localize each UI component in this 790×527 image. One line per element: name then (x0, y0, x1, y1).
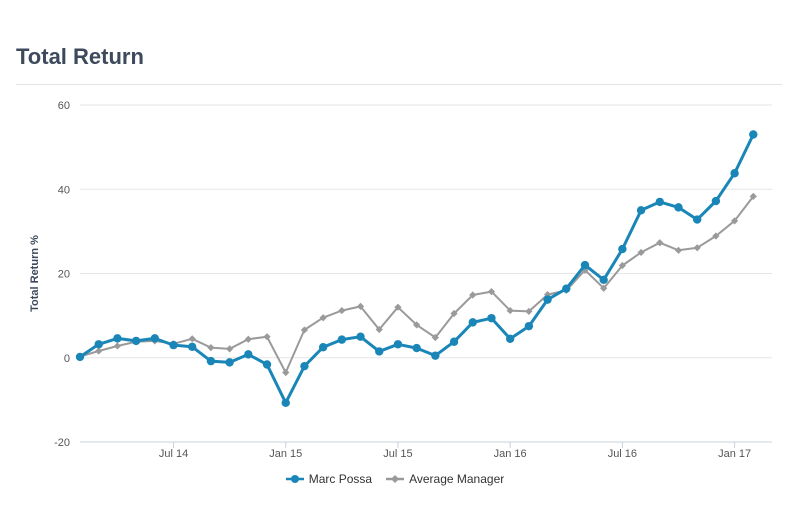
data-point[interactable] (487, 288, 496, 296)
x-tick-label: Jan 16 (494, 448, 527, 460)
data-point[interactable] (413, 321, 421, 329)
data-point[interactable] (282, 368, 290, 377)
data-point[interactable] (113, 342, 122, 350)
series-line-marc-possa (79, 133, 755, 405)
data-point[interactable] (188, 342, 197, 351)
data-point[interactable] (712, 232, 720, 240)
data-point[interactable] (375, 325, 383, 334)
data-point[interactable] (431, 351, 440, 360)
chart-title: Total Return (16, 44, 144, 69)
series-average-manager (76, 192, 757, 377)
data-point[interactable] (262, 360, 272, 369)
data-point[interactable] (730, 169, 739, 178)
data-point[interactable] (169, 340, 178, 350)
data-point[interactable] (524, 321, 534, 331)
data-point[interactable] (693, 244, 701, 252)
data-point[interactable] (543, 295, 552, 304)
data-point[interactable] (600, 284, 608, 292)
data-point[interactable] (131, 336, 141, 346)
data-point[interactable] (244, 350, 253, 359)
y-tick-label: -20 (54, 437, 70, 449)
y-tick-label: 20 (58, 269, 70, 281)
data-point[interactable] (300, 361, 309, 371)
data-point[interactable] (337, 335, 347, 344)
data-point[interactable] (580, 260, 590, 270)
y-axis-title: Total Return % (29, 235, 41, 312)
data-point[interactable] (692, 215, 702, 224)
data-point[interactable] (525, 307, 533, 316)
data-point[interactable] (207, 344, 215, 352)
y-tick-label: 40 (58, 184, 70, 196)
series-marc-possa (75, 130, 758, 408)
y-tick-label: 60 (58, 100, 70, 112)
data-point[interactable] (655, 197, 664, 207)
data-point[interactable] (505, 334, 515, 343)
legend-item[interactable]: Average Manager (386, 472, 504, 486)
data-point[interactable] (618, 261, 626, 270)
x-tick-label: Jan 17 (718, 448, 751, 460)
data-point[interactable] (468, 318, 477, 327)
data-point[interactable] (225, 358, 234, 367)
data-point[interactable] (244, 335, 252, 343)
data-point[interactable] (562, 284, 571, 293)
data-point[interactable] (637, 248, 645, 257)
legend-label: Marc Possa (308, 472, 373, 486)
data-point[interactable] (318, 343, 328, 352)
gridlines (80, 104, 772, 443)
data-point[interactable] (749, 130, 758, 139)
data-point[interactable] (393, 340, 403, 349)
data-point[interactable] (431, 333, 439, 342)
data-point[interactable] (674, 203, 683, 212)
series-group (75, 130, 758, 408)
data-point[interactable] (75, 352, 85, 362)
data-point[interactable] (356, 332, 365, 341)
data-point[interactable] (113, 334, 122, 343)
legend-circle-marker-icon (285, 475, 304, 483)
data-point[interactable] (281, 398, 290, 408)
legend-label: Average Manager (409, 472, 505, 486)
legend-diamond-marker-icon (386, 475, 405, 483)
data-point[interactable] (656, 239, 664, 247)
data-point[interactable] (674, 246, 683, 254)
data-point[interactable] (206, 356, 216, 366)
x-tick-label: Jul 14 (159, 448, 188, 460)
data-point[interactable] (469, 291, 477, 299)
legend-item[interactable]: Marc Possa (285, 472, 373, 486)
y-axis: -20 0 20 40 60 (54, 100, 70, 449)
data-point[interactable] (618, 244, 627, 254)
x-tick-label: Jul 15 (383, 448, 412, 460)
data-point[interactable] (487, 313, 496, 323)
data-point[interactable] (749, 192, 757, 201)
data-point[interactable] (95, 347, 103, 355)
y-tick-label: 0 (64, 353, 70, 365)
data-point[interactable] (599, 275, 608, 285)
data-point[interactable] (375, 347, 384, 356)
data-point[interactable] (188, 335, 196, 343)
data-point[interactable] (450, 309, 458, 318)
data-point[interactable] (338, 306, 346, 315)
data-point[interactable] (412, 343, 421, 353)
data-point[interactable] (730, 217, 739, 225)
data-point[interactable] (449, 337, 459, 346)
data-point[interactable] (300, 326, 309, 334)
data-point[interactable] (263, 333, 271, 341)
x-tick-label: Jul 16 (608, 448, 637, 460)
data-point[interactable] (319, 314, 327, 322)
title-divider (16, 84, 782, 85)
data-point[interactable] (636, 206, 646, 215)
data-point[interactable] (506, 306, 514, 315)
data-point[interactable] (94, 340, 103, 349)
data-point[interactable] (711, 196, 721, 206)
legend: Marc Possa Average Manager (0, 472, 790, 486)
data-point[interactable] (150, 334, 160, 343)
data-point[interactable] (226, 345, 234, 353)
data-point[interactable] (394, 303, 402, 311)
x-axis: Jul 14 Jan 15 Jul 15 Jan 16 Jul 16 Jan 17 (80, 441, 772, 460)
x-tick-label: Jan 15 (269, 448, 302, 460)
data-point[interactable] (356, 302, 365, 310)
